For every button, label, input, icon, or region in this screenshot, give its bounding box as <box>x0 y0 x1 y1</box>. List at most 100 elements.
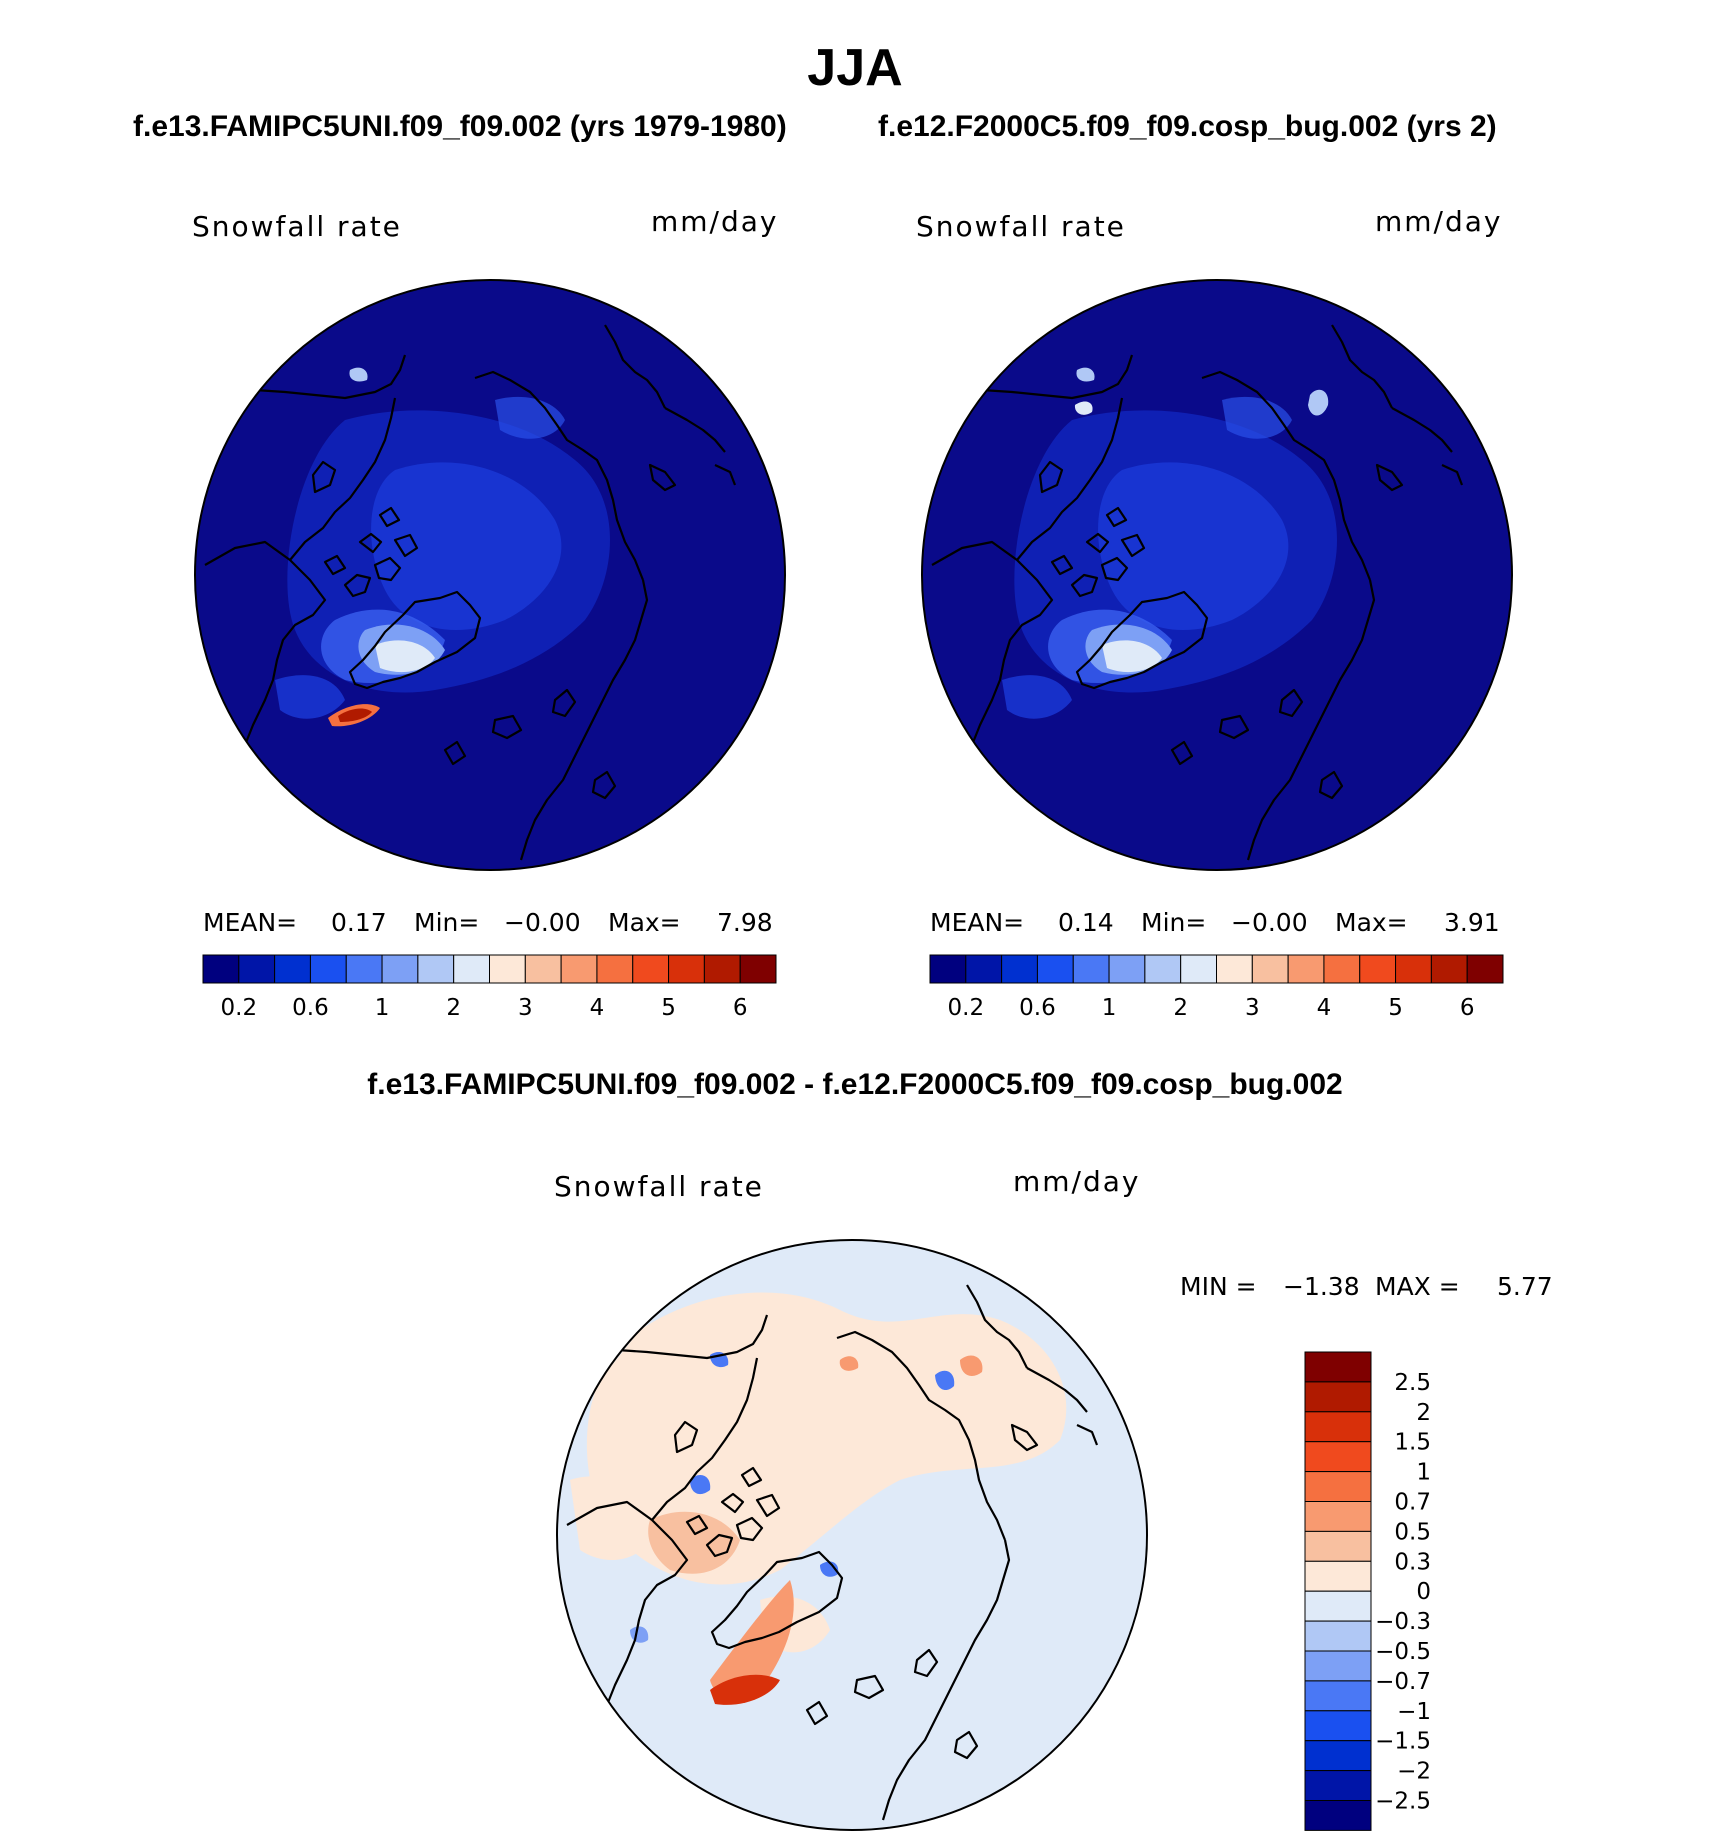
panel2-mean: 0.14 <box>1058 908 1114 937</box>
colorbar-box <box>739 954 777 984</box>
colorbar-box <box>1304 1530 1372 1562</box>
colorbar-diff: 2.5 2 1.5 1 0.7 0.5 0.3 0 −0.3 −0.5 −0.7 −1 −1.5 −2 −2… <box>1304 1351 1431 1831</box>
colorbar-tick-label: 1 <box>375 995 390 1021</box>
colorbar-box <box>1036 954 1074 984</box>
colorbar-box <box>1304 1770 1372 1801</box>
colorbar-box <box>1304 1501 1372 1532</box>
colorbar-tick-label: −0.5 <box>1375 1639 1431 1665</box>
colorbar-box <box>1144 954 1182 984</box>
case1-title: f.e13.FAMIPC5UNI.f09_f09.002 (yrs 1979-1… <box>133 110 787 143</box>
panel2-max: 3.91 <box>1444 908 1500 937</box>
colorbar-tick-label: 2 <box>446 995 461 1021</box>
colorbar-tick-label: −0.7 <box>1375 1669 1431 1695</box>
colorbar-box <box>1359 954 1397 984</box>
colorbar-box <box>596 954 634 984</box>
colorbar-box <box>703 954 741 984</box>
colorbar-tick-label: 0.2 <box>948 995 985 1021</box>
colorbar-box <box>238 954 276 984</box>
panel1-map <box>194 279 786 871</box>
panel1-mean: 0.17 <box>331 908 387 937</box>
panel3-min-label: MIN = <box>1180 1272 1257 1301</box>
colorbar-panel1: 0.2 0.6 1 2 3 4 5 6 <box>202 954 777 1021</box>
colorbar-box <box>1304 1620 1372 1652</box>
case2-title: f.e12.F2000C5.f09_f09.cosp_bug.002 (yrs … <box>878 110 1497 143</box>
colorbar-box <box>274 954 311 984</box>
colorbar-tick-label: 3 <box>518 995 533 1021</box>
colorbar-box <box>345 954 383 984</box>
panel3-units: mm/day <box>1013 1165 1141 1198</box>
colorbar-box <box>309 954 347 984</box>
colorbar-box <box>1251 954 1289 984</box>
panel3-max-label: MAX = <box>1375 1272 1460 1301</box>
colorbar-tick-label: −2 <box>1397 1759 1431 1785</box>
colorbar-panel2: 0.2 0.6 1 2 3 4 5 6 <box>929 954 1504 1021</box>
panel2-mean-label: MEAN= <box>930 908 1025 937</box>
colorbar-tick-label: 0.6 <box>1019 995 1056 1021</box>
colorbar-tick-label: −1.5 <box>1375 1729 1431 1755</box>
colorbar-tick-label: 2 <box>1173 995 1188 1021</box>
colorbar-box <box>202 954 240 984</box>
colorbar-tick-label: 4 <box>1317 995 1332 1021</box>
panel1-units: mm/day <box>651 205 779 238</box>
page-title: JJA <box>807 39 903 97</box>
colorbar-box <box>1287 954 1325 984</box>
colorbar-box <box>1001 954 1038 984</box>
colorbar-box <box>1304 1471 1372 1502</box>
colorbar-box <box>1304 1590 1372 1622</box>
panel3-min: −1.38 <box>1283 1272 1360 1301</box>
panel2-units: mm/day <box>1375 205 1503 238</box>
colorbar-box <box>1072 954 1110 984</box>
colorbar-box <box>1304 1560 1372 1592</box>
colorbar-tick-label: 0.5 <box>1394 1519 1431 1545</box>
colorbar-box <box>1395 954 1432 984</box>
panel1-max: 7.98 <box>717 908 773 937</box>
colorbar-tick-label: 4 <box>590 995 605 1021</box>
colorbar-box <box>929 954 967 984</box>
colorbar-tick-label: 2.5 <box>1394 1370 1431 1396</box>
colorbar-box <box>632 954 670 984</box>
colorbar-box <box>1108 954 1146 984</box>
panel2-max-label: Max= <box>1335 908 1408 937</box>
colorbar-box <box>1304 1710 1372 1742</box>
colorbar-box <box>1323 954 1361 984</box>
colorbar-tick-label: 0 <box>1416 1579 1431 1605</box>
panel2-min-label: Min= <box>1141 908 1207 937</box>
colorbar-box <box>1466 954 1504 984</box>
panel3-max: 5.77 <box>1497 1272 1553 1301</box>
colorbar-tick-label: 0.3 <box>1394 1549 1431 1575</box>
colorbar-box <box>1304 1680 1372 1712</box>
panel2-map <box>921 279 1513 871</box>
diff-title: f.e13.FAMIPC5UNI.f09_f09.002 - f.e12.F20… <box>367 1068 1343 1101</box>
colorbar-tick-label: −1 <box>1397 1699 1431 1725</box>
panel1-variable: Snowfall rate <box>192 210 402 243</box>
panel3-variable: Snowfall rate <box>554 1170 764 1203</box>
colorbar-tick-label: 1 <box>1416 1460 1431 1486</box>
colorbar-tick-label: 0.7 <box>1394 1490 1431 1516</box>
colorbar-tick-label: 5 <box>661 995 676 1021</box>
colorbar-tick-label: −2.5 <box>1375 1789 1431 1815</box>
colorbar-tick-label: 0.6 <box>292 995 329 1021</box>
colorbar-box <box>668 954 705 984</box>
colorbar-box <box>1304 1740 1372 1772</box>
colorbar-tick-label: 5 <box>1388 995 1403 1021</box>
colorbar-box <box>453 954 490 984</box>
panel2-variable: Snowfall rate <box>916 210 1126 243</box>
panel1-max-label: Max= <box>608 908 681 937</box>
panel3-map <box>556 1239 1148 1831</box>
colorbar-box <box>1304 1800 1372 1831</box>
panel1-min-label: Min= <box>414 908 480 937</box>
colorbar-box <box>1216 954 1253 984</box>
colorbar-tick-label: 1.5 <box>1394 1430 1431 1456</box>
colorbar-box <box>1304 1650 1372 1682</box>
colorbar-tick-label: 6 <box>1460 995 1475 1021</box>
colorbar-box <box>417 954 455 984</box>
panel1-min: −0.00 <box>504 908 581 937</box>
colorbar-box <box>1430 954 1468 984</box>
colorbar-box <box>1304 1381 1372 1413</box>
colorbar-tick-label: 6 <box>733 995 748 1021</box>
colorbar-box <box>489 954 526 984</box>
colorbar-tick-label: 3 <box>1245 995 1260 1021</box>
colorbar-tick-label: −0.3 <box>1375 1609 1431 1635</box>
colorbar-tick-label: 0.2 <box>221 995 258 1021</box>
